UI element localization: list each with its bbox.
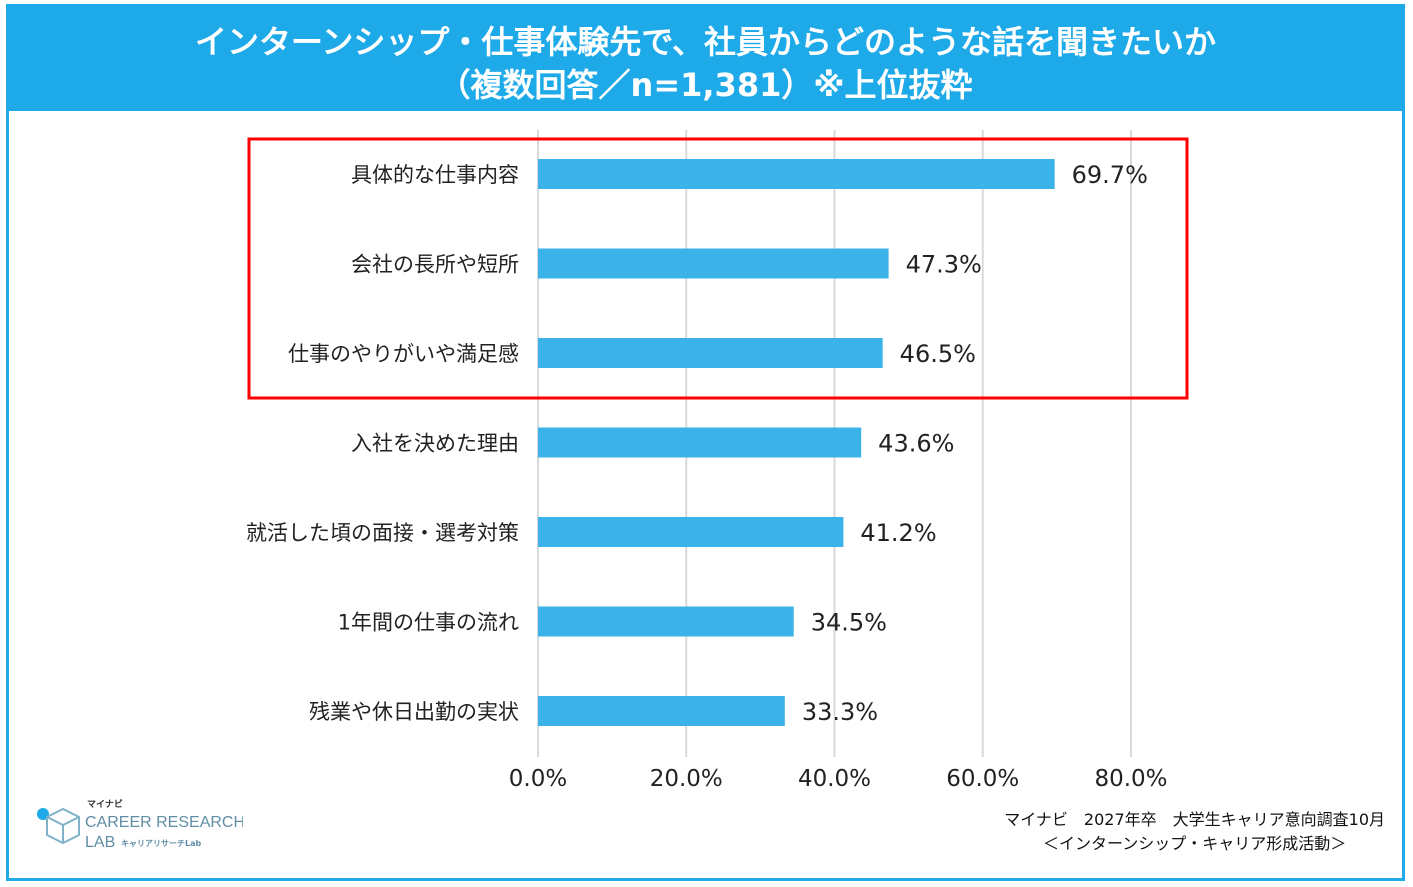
logo-career-research-text: CAREER RESEARCH — [85, 814, 243, 831]
category-label-6: 残業や休日出勤の実状 — [309, 700, 519, 724]
highlight-box — [247, 137, 1189, 400]
source-line1: マイナビ 2027年卒 大学生キャリア意向調査10月 — [1004, 810, 1385, 829]
category-label-4: 就活した頃の面接・選考対策 — [246, 521, 519, 545]
chart-header: インターンシップ・仕事体験先で、社員からどのような話を聞きたいか （複数回答／n… — [9, 7, 1402, 111]
bar-5 — [538, 606, 794, 637]
logo-lab-text: LAB — [85, 834, 115, 851]
data-label-3: 43.6% — [878, 430, 954, 458]
bar-0 — [538, 159, 1055, 189]
x-tick-label-0: 0.0% — [509, 766, 567, 792]
source-note: マイナビ 2027年卒 大学生キャリア意向調査10月 ＜インターンシップ・キャリ… — [1004, 808, 1385, 856]
x-tick-label-1: 20.0% — [650, 766, 723, 792]
chart-title-line1: インターンシップ・仕事体験先で、社員からどのような話を聞きたいか — [194, 23, 1217, 61]
data-label-0: 69.7% — [1072, 161, 1148, 189]
x-tick-label-3: 60.0% — [946, 766, 1019, 792]
data-label-2: 46.5% — [900, 340, 976, 368]
category-label-3: 入社を決めた理由 — [351, 432, 519, 456]
data-label-1: 47.3% — [906, 251, 982, 279]
bar-2 — [538, 338, 883, 368]
cube-logo-icon: マイナビ CAREER RESEARCH LAB キャリアリサーチLab — [37, 798, 245, 851]
category-label-0: 具体的な仕事内容 — [351, 163, 519, 187]
x-tick-label-4: 80.0% — [1094, 766, 1167, 792]
chart-title-line2: （複数回答／n=1,381）※上位抜粋 — [438, 66, 973, 104]
source-line2: ＜インターンシップ・キャリア形成活動＞ — [1043, 834, 1347, 853]
data-label-6: 33.3% — [802, 698, 878, 726]
bar-6 — [538, 696, 785, 726]
bar-3 — [538, 427, 862, 458]
data-label-4: 41.2% — [860, 519, 936, 547]
logo-mynavi-text: マイナビ — [87, 798, 123, 810]
bar-1 — [538, 248, 889, 279]
x-tick-label-2: 40.0% — [798, 766, 871, 792]
bar-4 — [538, 517, 844, 547]
career-research-lab-logo: マイナビ CAREER RESEARCH LAB キャリアリサーチLab — [33, 795, 245, 855]
chart-frame: インターンシップ・仕事体験先で、社員からどのような話を聞きたいか （複数回答／n… — [6, 4, 1405, 881]
category-label-2: 仕事のやりがいや満足感 — [288, 342, 519, 366]
category-label-5: 1年間の仕事の流れ — [338, 611, 519, 635]
data-label-5: 34.5% — [811, 609, 887, 637]
logo-sub-text: キャリアリサーチLab — [121, 839, 201, 848]
category-label-1: 会社の長所や短所 — [351, 253, 519, 277]
